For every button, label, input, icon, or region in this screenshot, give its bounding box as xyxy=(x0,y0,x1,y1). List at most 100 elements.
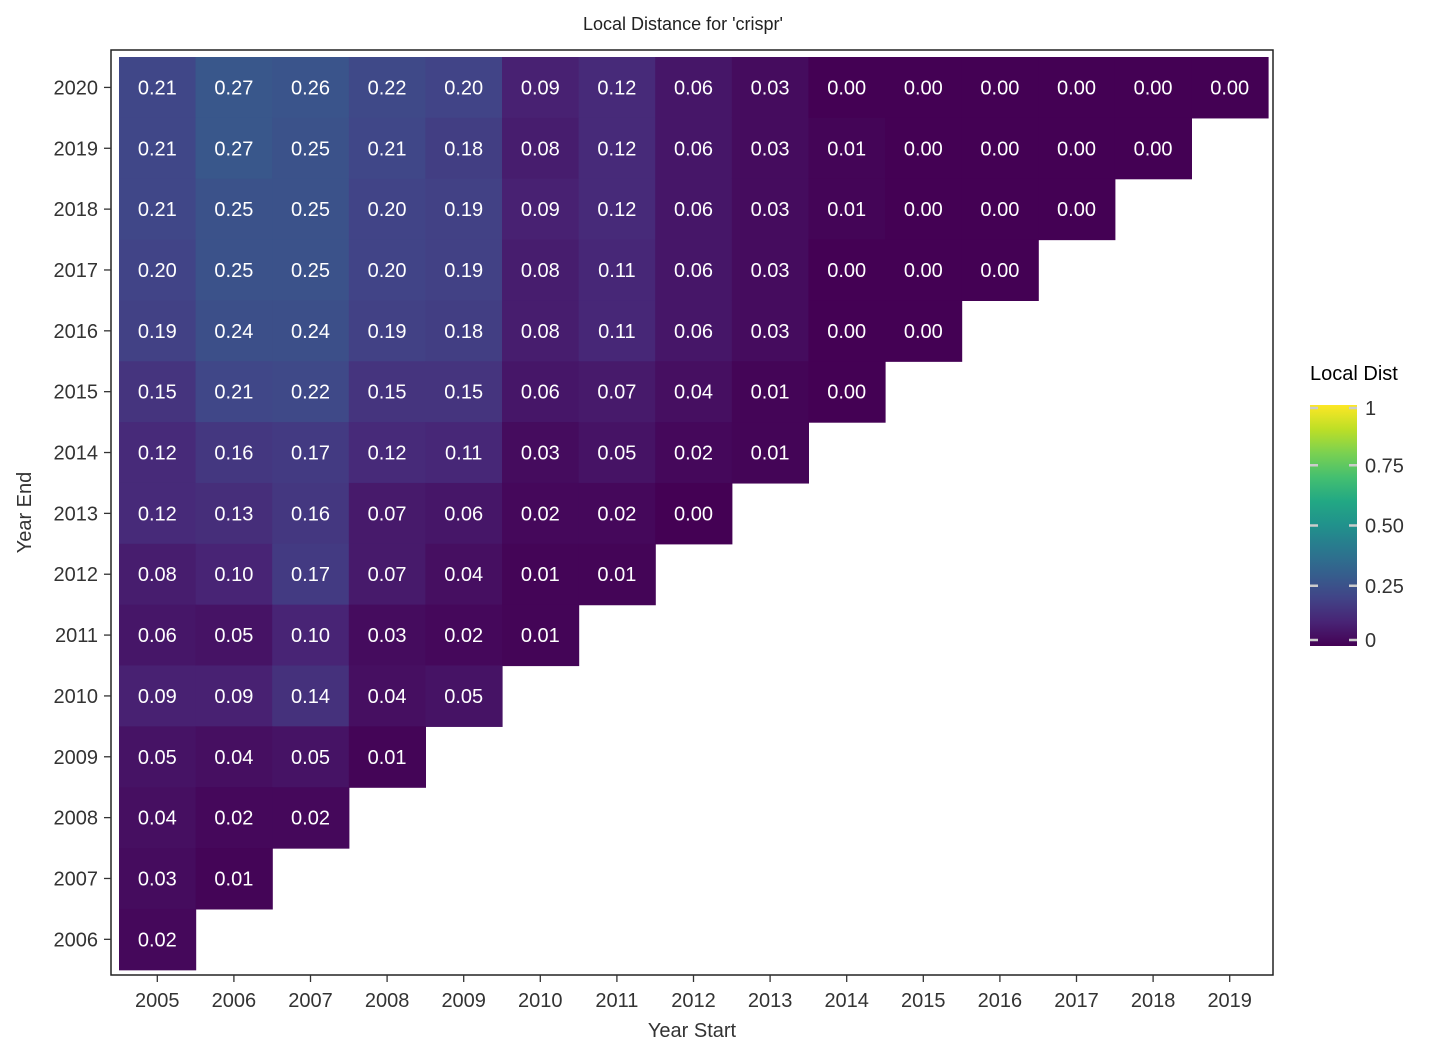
cell-value-label: 0.20 xyxy=(138,260,177,282)
cell-value-label: 0.05 xyxy=(138,747,177,769)
cell-value-label: 0.24 xyxy=(214,321,253,343)
x-tick-label: 2015 xyxy=(901,990,946,1012)
cell-value-label: 0.22 xyxy=(291,382,330,404)
heatmap-cell xyxy=(961,178,1039,241)
heatmap-cell xyxy=(272,117,350,180)
heatmap-cell xyxy=(348,239,426,301)
heatmap-cell xyxy=(502,482,580,545)
heatmap-cell xyxy=(119,908,197,971)
heatmap-cell xyxy=(195,726,273,788)
cell-value-label: 0.12 xyxy=(597,138,636,160)
heatmap-cell xyxy=(961,239,1039,301)
cell-value-label: 0.09 xyxy=(521,77,560,99)
y-tick-label: 2013 xyxy=(54,503,99,525)
cell-value-label: 0.27 xyxy=(214,77,253,99)
cell-value-label: 0.07 xyxy=(368,564,407,586)
cell-value-label: 0.00 xyxy=(674,503,713,525)
heatmap-cell xyxy=(961,117,1039,180)
cell-value-label: 0.21 xyxy=(138,199,177,221)
heatmap-cell xyxy=(655,300,733,362)
cell-value-label: 0.06 xyxy=(674,260,713,282)
heatmap-cell xyxy=(502,239,580,301)
cell-value-label: 0.19 xyxy=(444,260,483,282)
heatmap-cell xyxy=(655,361,733,423)
x-tick-label: 2010 xyxy=(518,990,563,1012)
cell-value-label: 0.27 xyxy=(214,138,253,160)
cell-value-label: 0.01 xyxy=(827,138,866,160)
cell-value-label: 0.12 xyxy=(597,199,636,221)
heatmap-cell xyxy=(272,57,350,119)
cell-value-label: 0.01 xyxy=(368,747,407,769)
heatmap-cell xyxy=(272,665,350,727)
heatmap-cell xyxy=(272,239,350,301)
y-axis-title: Year End xyxy=(14,472,36,554)
x-tick-label: 2013 xyxy=(748,990,793,1012)
cell-value-label: 0.18 xyxy=(444,321,483,343)
cell-value-label: 0.06 xyxy=(674,138,713,160)
cell-value-label: 0.04 xyxy=(214,747,253,769)
x-tick-label: 2017 xyxy=(1054,990,1099,1012)
cell-value-label: 0.02 xyxy=(291,808,330,830)
cell-value-label: 0.03 xyxy=(368,625,407,647)
x-axis: 2005 2006 2007 2008 2009 2010 2011 2012 2013 2014… xyxy=(135,975,1252,1012)
heatmap-cell xyxy=(195,239,273,301)
cell-value-label: 0.22 xyxy=(368,77,407,99)
heatmap-cell xyxy=(502,422,580,484)
heatmap-cell xyxy=(119,848,197,910)
cell-value-label: 0.10 xyxy=(291,625,330,647)
cell-value-label: 0.03 xyxy=(138,868,177,890)
heatmap-cell xyxy=(348,361,426,423)
cell-value-label: 0.00 xyxy=(1134,138,1173,160)
cell-value-label: 0.21 xyxy=(368,138,407,160)
cell-value-label: 0.05 xyxy=(444,686,483,708)
heatmap-cell xyxy=(272,178,350,241)
heatmap-cell xyxy=(195,300,273,362)
cell-value-label: 0.21 xyxy=(138,138,177,160)
heatmap-cell xyxy=(195,604,273,667)
x-tick-label: 2016 xyxy=(978,990,1023,1012)
heatmap-cell xyxy=(655,239,733,301)
heatmap-cell xyxy=(502,300,580,362)
cell-value-label: 0.20 xyxy=(368,199,407,221)
cell-value-label: 0.21 xyxy=(138,77,177,99)
cell-value-label: 0.10 xyxy=(214,564,253,586)
cell-value-label: 0.00 xyxy=(980,199,1019,221)
heatmap-cell xyxy=(502,178,580,241)
color-legend: Local Dist 0 0.25 0.50 0.75 1 xyxy=(1310,363,1404,652)
heatmap-cell xyxy=(1038,178,1116,241)
y-tick-label: 2018 xyxy=(54,199,99,221)
cell-value-label: 0.06 xyxy=(674,199,713,221)
heatmap-cell xyxy=(885,239,963,301)
heatmap-cell xyxy=(272,543,350,606)
heatmap-cell xyxy=(119,57,197,119)
heatmap-cell xyxy=(1038,57,1116,119)
y-tick-label: 2015 xyxy=(54,382,99,404)
y-tick-label: 2006 xyxy=(54,929,99,951)
legend-tick-label: 0.50 xyxy=(1365,516,1404,538)
cell-value-label: 0.00 xyxy=(827,77,866,99)
heatmap-cell xyxy=(425,482,503,545)
heatmap-cell xyxy=(195,543,273,606)
x-axis-title: Year Start xyxy=(648,1020,737,1042)
cell-value-label: 0.01 xyxy=(214,868,253,890)
cell-value-label: 0.06 xyxy=(674,321,713,343)
cell-value-label: 0.02 xyxy=(138,929,177,951)
cell-value-label: 0.09 xyxy=(521,199,560,221)
y-tick-label: 2012 xyxy=(54,564,99,586)
heatmap-cell xyxy=(348,543,426,606)
heatmap-cell xyxy=(425,361,503,423)
cell-value-label: 0.11 xyxy=(445,443,482,465)
cell-value-label: 0.07 xyxy=(597,382,636,404)
cell-value-label: 0.05 xyxy=(291,747,330,769)
cell-value-label: 0.12 xyxy=(368,443,407,465)
cell-value-label: 0.04 xyxy=(674,382,713,404)
heatmap-cell xyxy=(348,726,426,788)
cell-value-label: 0.03 xyxy=(751,199,790,221)
cell-value-label: 0.03 xyxy=(521,443,560,465)
cell-value-label: 0.02 xyxy=(444,625,483,647)
cell-value-label: 0.14 xyxy=(291,686,330,708)
y-axis: 2020 2019 2018 2017 2016 2015 2014 2013 2012 2011… xyxy=(54,77,111,951)
heatmap-cell xyxy=(348,604,426,667)
heatmap-cell xyxy=(195,422,273,484)
cell-value-label: 0.15 xyxy=(444,382,483,404)
